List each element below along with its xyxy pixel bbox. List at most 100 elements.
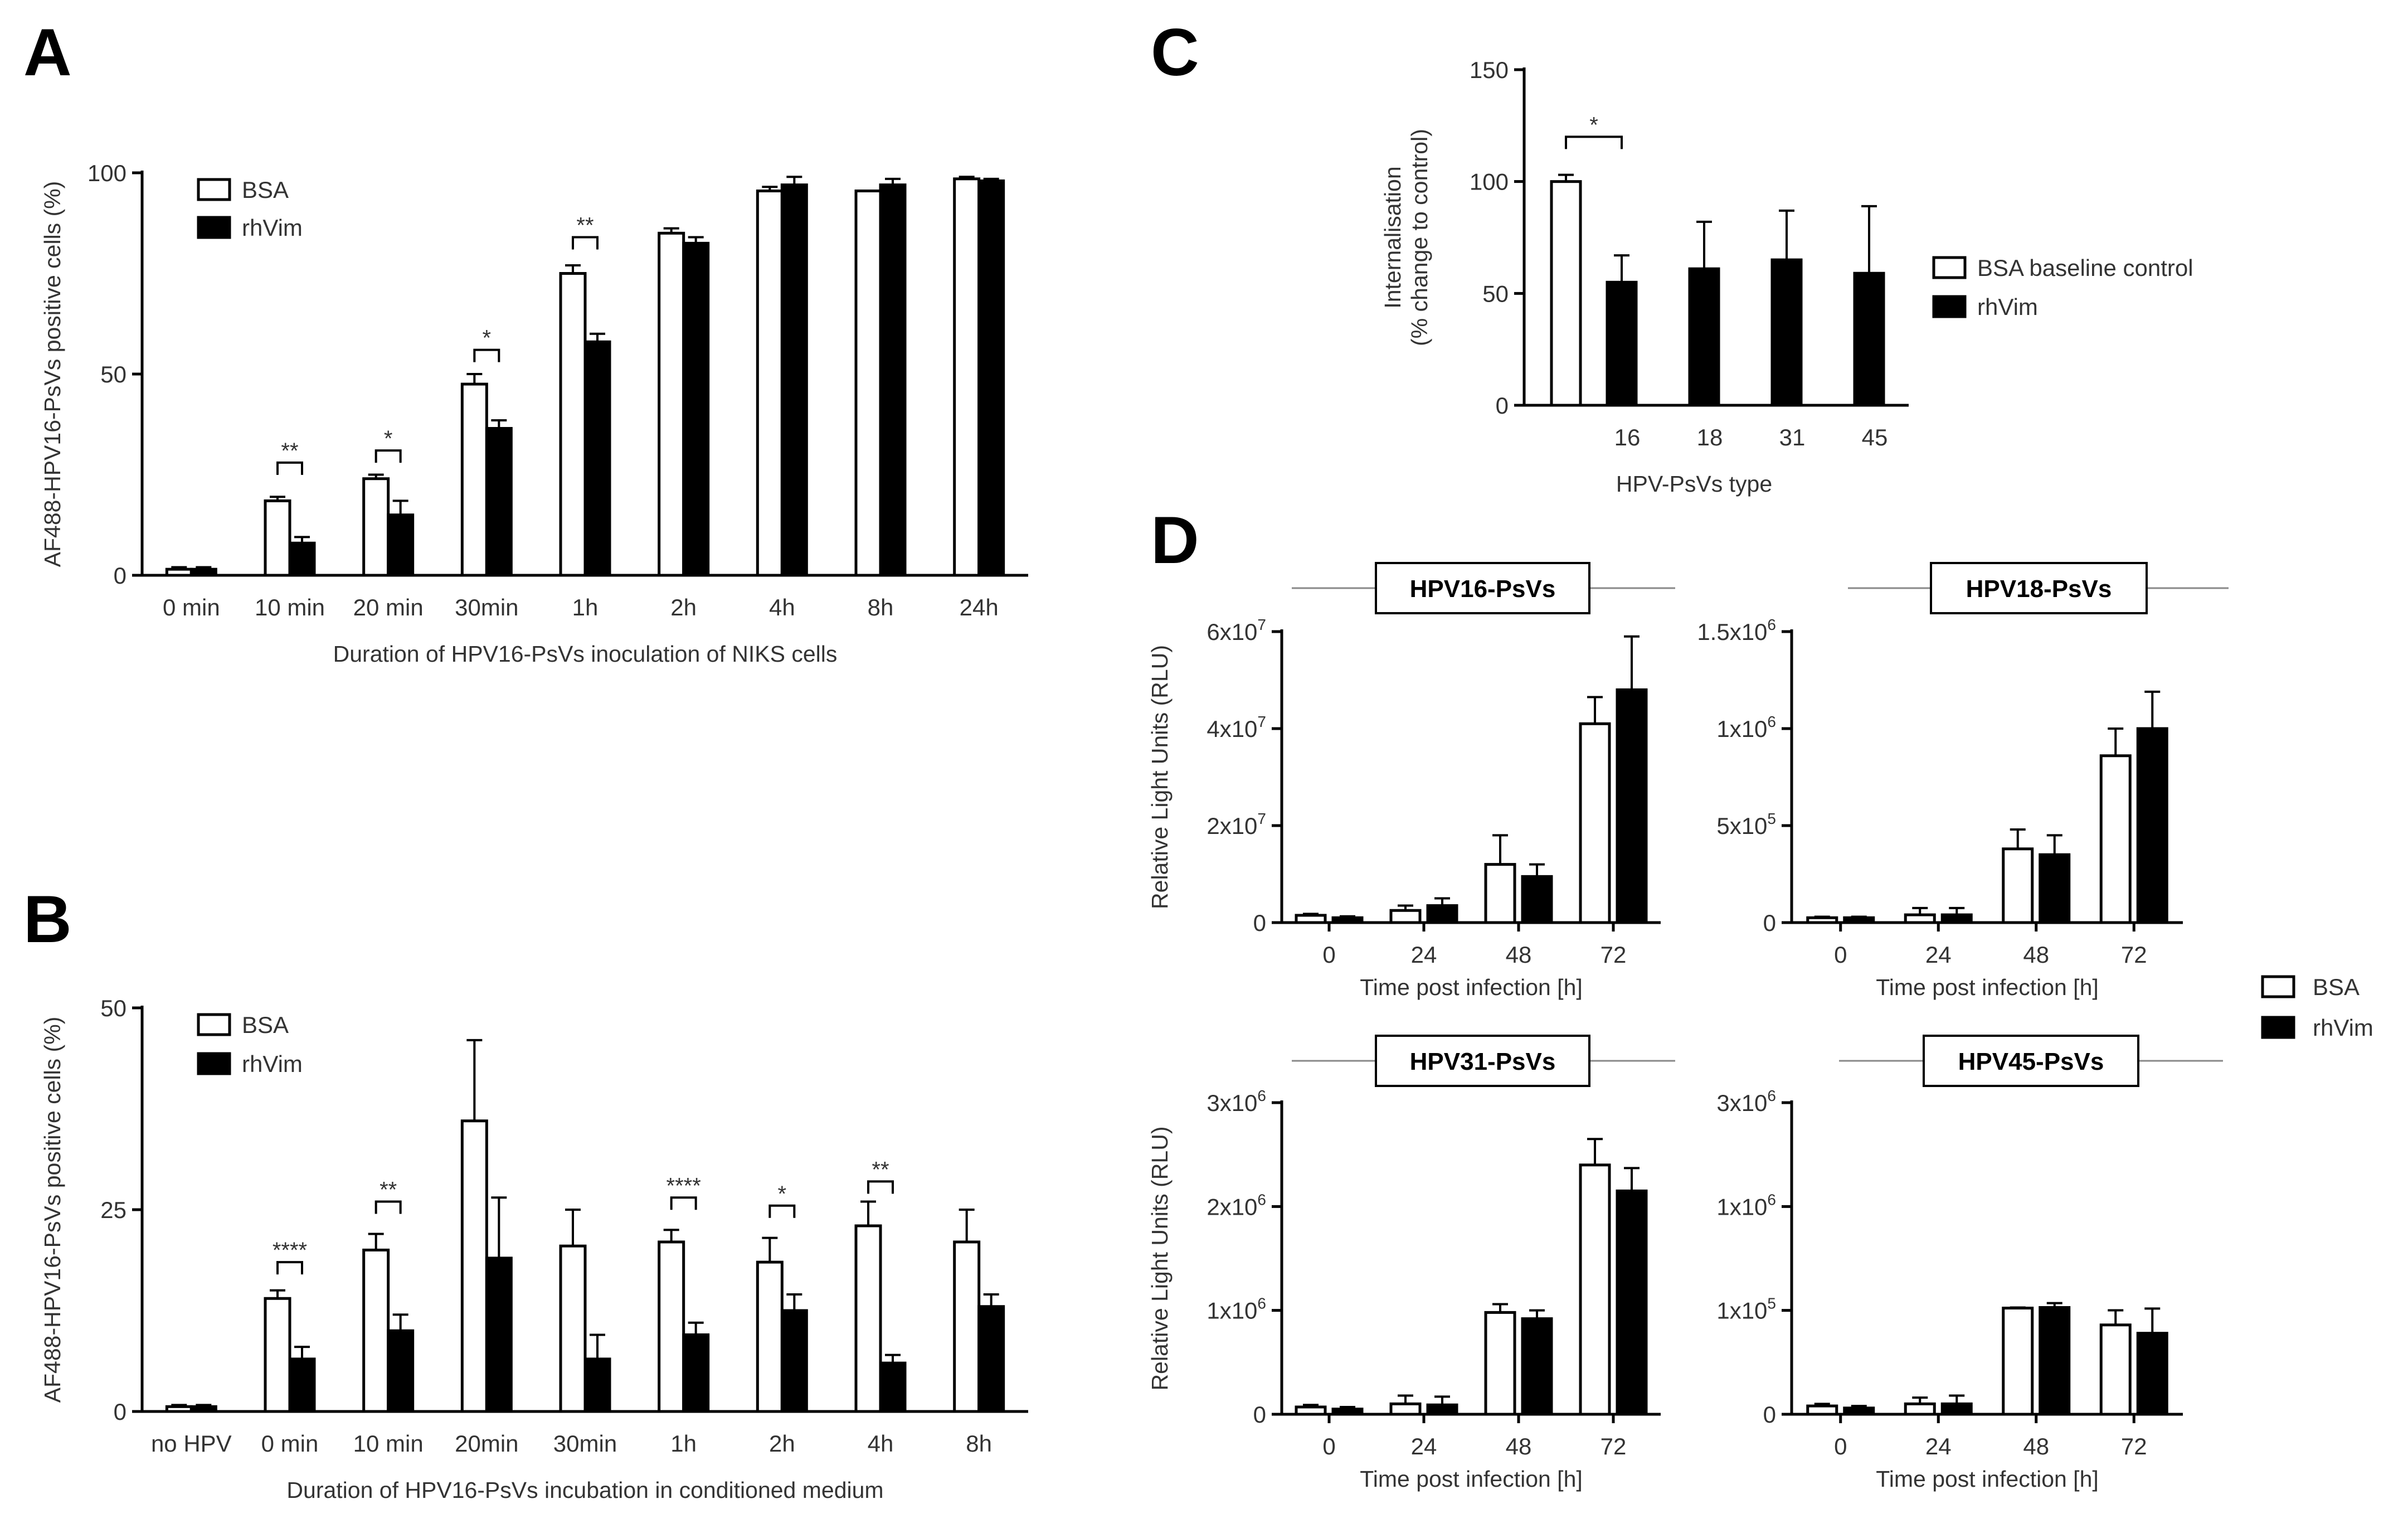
chart1-bar-bsa	[559, 1244, 587, 1413]
chart4-bar-bsa	[2002, 847, 2034, 924]
chart1-bar-bsa	[460, 1119, 488, 1413]
chart0-xtick-label: 0 min	[163, 594, 220, 620]
chart0-bar-rhvim	[387, 513, 415, 577]
chart5-xlabel: Time post infection [h]	[1360, 1466, 1583, 1492]
chart3-xtick-label: 0	[1322, 942, 1335, 968]
chart4-xtick-label: 24	[1925, 942, 1952, 968]
chart0-bar-rhvim	[879, 183, 907, 577]
chart0-xtick-label: 10 min	[255, 594, 325, 620]
chart5-bar-rhvim	[1521, 1317, 1553, 1416]
chart4-bar-rhvim	[2136, 727, 2168, 924]
chart3-ytick-label: 2x107	[1207, 810, 1266, 839]
chart1-significance-bracket	[670, 1196, 697, 1210]
chart6-subtitle: HPV45-PsVs	[1958, 1048, 2104, 1075]
chart0-bar-rhvim	[583, 340, 611, 577]
chart1-bar-bsa	[658, 1240, 685, 1413]
chart1-xtick-label: 10 min	[353, 1430, 424, 1457]
chart1-bar-bsa	[756, 1260, 784, 1413]
panel-letter-c: C	[1151, 15, 1199, 90]
chart0-bar-rhvim	[288, 541, 316, 577]
chart0-bar-bsa	[362, 477, 390, 577]
chart1-significance-label: ****	[667, 1173, 701, 1198]
chart5-ytick-exponent: 6	[1257, 1087, 1266, 1104]
chart0-legend-label: rhVim	[242, 215, 303, 241]
chart2-bar-rhvim	[1770, 258, 1803, 407]
chart3-bar-bsa	[1389, 909, 1422, 924]
chart1-xtick-label: 0 min	[261, 1430, 319, 1457]
chart4-bar-bsa	[1904, 913, 1936, 924]
chart1-bar-rhvim	[583, 1357, 611, 1413]
chart2-legend-swatch	[1932, 256, 1967, 279]
chart5-xtick-label: 0	[1322, 1433, 1335, 1459]
chart1-xtick-label: 8h	[966, 1430, 992, 1457]
chart1-legend-swatch	[197, 1013, 231, 1036]
chart6-ytick-label: 1x106	[1716, 1191, 1776, 1220]
chart4-subtitle: HPV18-PsVs	[1966, 575, 2112, 603]
chart5-xtick-label: 24	[1411, 1433, 1437, 1459]
chart3-header-box	[1375, 562, 1590, 614]
chart5-bar-bsa	[1484, 1311, 1516, 1416]
chart4-xlabel: Time post infection [h]	[1876, 974, 2099, 1000]
chart0-xtick-label: 30min	[455, 594, 518, 620]
chart6-bar-rhvim	[1940, 1402, 1973, 1416]
chart4-bar-rhvim	[1940, 913, 1973, 924]
chart0-bar-bsa	[854, 189, 882, 577]
chart1-ytick-label: 50	[100, 995, 127, 1021]
chart5-ytick-mantissa: 1x10	[1207, 1298, 1257, 1324]
chart2-ytick-label: 0	[1496, 392, 1509, 419]
chart1-bar-rhvim	[879, 1361, 907, 1413]
panel-letter-b: B	[23, 882, 72, 957]
chart0-bar-bsa	[559, 272, 587, 577]
chart1-xtick-label: 1h	[670, 1430, 697, 1457]
chart2-bar-rhvim	[1688, 267, 1720, 407]
chart0-significance-label: *	[384, 426, 393, 451]
chart6-bar-bsa	[1904, 1402, 1936, 1416]
chart5-header-box	[1375, 1035, 1590, 1087]
chart1-bar-rhvim	[189, 1405, 217, 1413]
chart0-bar-rhvim	[682, 241, 710, 577]
chart0-xtick-label: 4h	[769, 594, 795, 620]
chart1-xlabel: Duration of HPV16-PsVs incubation in con…	[286, 1477, 883, 1503]
chart4-ytick-exponent: 6	[1767, 713, 1776, 730]
panel-d-legend-swatch	[2261, 975, 2295, 998]
chart4-ytick-mantissa: 1x10	[1716, 716, 1767, 742]
chart0-bar-bsa	[756, 189, 784, 577]
chart1-legend-swatch	[197, 1052, 231, 1075]
chart4-xtick-label: 48	[2023, 942, 2049, 968]
chart4-bar-bsa	[2099, 754, 2132, 924]
chart4-ytick-exponent: 6	[1767, 616, 1776, 633]
chart0-bar-rhvim	[977, 179, 1005, 577]
chart1-bar-bsa	[854, 1224, 882, 1413]
chart4-ytick-label: 0	[1763, 910, 1776, 936]
chart6-ytick-exponent: 5	[1767, 1295, 1776, 1312]
chart0-ytick-label: 100	[87, 160, 127, 186]
chart0-significance-bracket	[473, 348, 500, 362]
chart0-legend-label: BSA	[242, 177, 289, 203]
chart3-ytick-mantissa: 4x10	[1207, 716, 1257, 742]
chart1-legend-label: rhVim	[242, 1051, 303, 1077]
chart3-bar-bsa	[1295, 914, 1327, 924]
chart2-ytick-label: 50	[1482, 280, 1509, 307]
chart2-bar-bsa	[1550, 180, 1582, 407]
chart2-xlabel: HPV-PsVs type	[1616, 471, 1772, 497]
chart4-bar-bsa	[1806, 916, 1838, 924]
chart2-legend-label: rhVim	[1977, 294, 2038, 320]
chart3-ytick-exponent: 7	[1257, 713, 1266, 730]
chart2-bar-rhvim	[1606, 280, 1638, 407]
chart1-xtick-label: 30min	[553, 1430, 617, 1457]
chart0-ytick-label: 50	[100, 361, 127, 387]
chart0-bar-bsa	[460, 382, 488, 577]
chart0-significance-label: *	[483, 326, 492, 351]
chart0-xtick-label: 20 min	[353, 594, 424, 620]
chart1-ytick-label: 0	[114, 1399, 127, 1425]
chart3-subtitle: HPV16-PsVs	[1410, 575, 1556, 603]
chart2-xtick-label: 16	[1614, 424, 1641, 450]
chart1-xtick-label: no HPV	[151, 1430, 232, 1457]
chart5-bar-rhvim	[1426, 1403, 1458, 1416]
chart0-bar-bsa	[264, 499, 291, 577]
chart2-ylabel-line: Internalisation	[1380, 166, 1405, 308]
chart2-significance-label: *	[1589, 113, 1598, 137]
chart0-xlabel: Duration of HPV16-PsVs inoculation of NI…	[333, 641, 838, 667]
chart1-bar-rhvim	[682, 1333, 710, 1413]
chart2-bar-rhvim	[1853, 271, 1885, 407]
